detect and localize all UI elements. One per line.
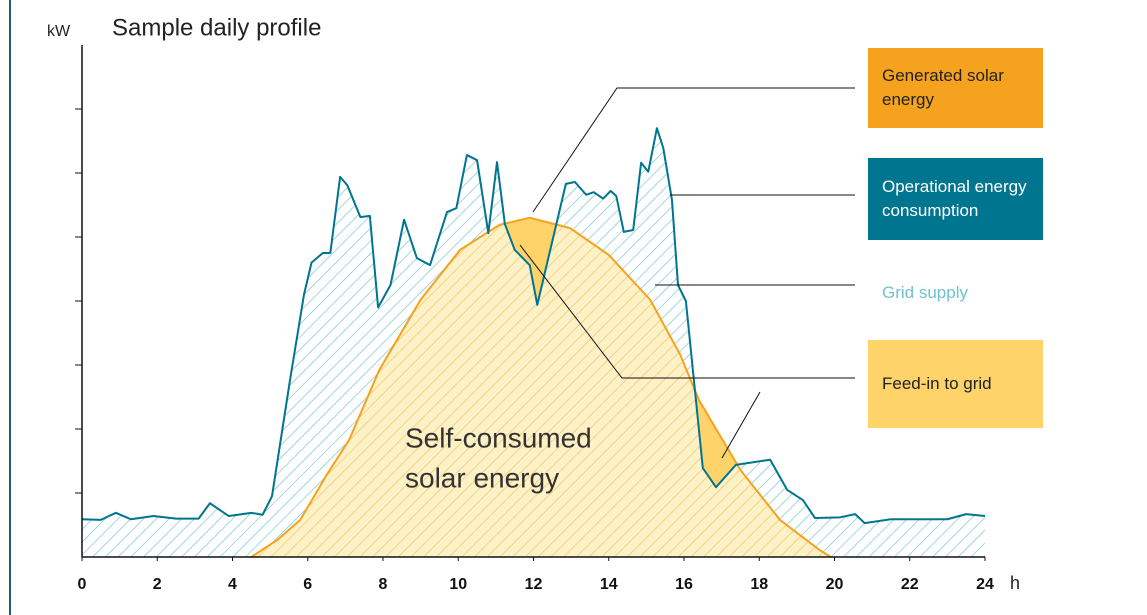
legend-grid-supply: Grid supply	[882, 283, 968, 303]
x-tick-label: 16	[675, 576, 693, 593]
x-tick-label: 18	[750, 576, 768, 593]
y-axis-label: kW	[47, 23, 71, 40]
x-tick-label: 4	[228, 576, 237, 593]
legend-solar: Generated solar energy	[868, 48, 1043, 128]
leader-line	[519, 244, 855, 379]
legend-consumption: Operational energy consumption	[868, 158, 1043, 240]
annotation: Self-consumed	[405, 422, 592, 453]
leader-line	[721, 391, 761, 459]
leader-lines	[519, 87, 855, 459]
x-tick-label: 6	[303, 576, 312, 593]
x-tick-label: 0	[78, 576, 87, 593]
x-tick-label: 10	[449, 576, 467, 593]
legend-feed-in: Feed-in to grid	[868, 340, 1043, 428]
solar-area	[251, 217, 831, 558]
x-tick-label: 8	[379, 576, 388, 593]
x-tick-label: 12	[525, 576, 543, 593]
leader-line	[532, 87, 855, 213]
solar-line	[250, 216, 832, 558]
x-tick-label: 20	[826, 576, 844, 593]
x-tick-label: 22	[901, 576, 919, 593]
x-tick-label: 14	[600, 576, 618, 593]
chart-title: Sample daily profile	[112, 14, 321, 41]
consumption-line	[81, 127, 986, 525]
annotation: solar energy	[405, 462, 559, 493]
x-axis-label: h	[1010, 573, 1020, 593]
x-tick-label: 2	[153, 576, 162, 593]
x-tick-label: 24	[976, 576, 994, 593]
